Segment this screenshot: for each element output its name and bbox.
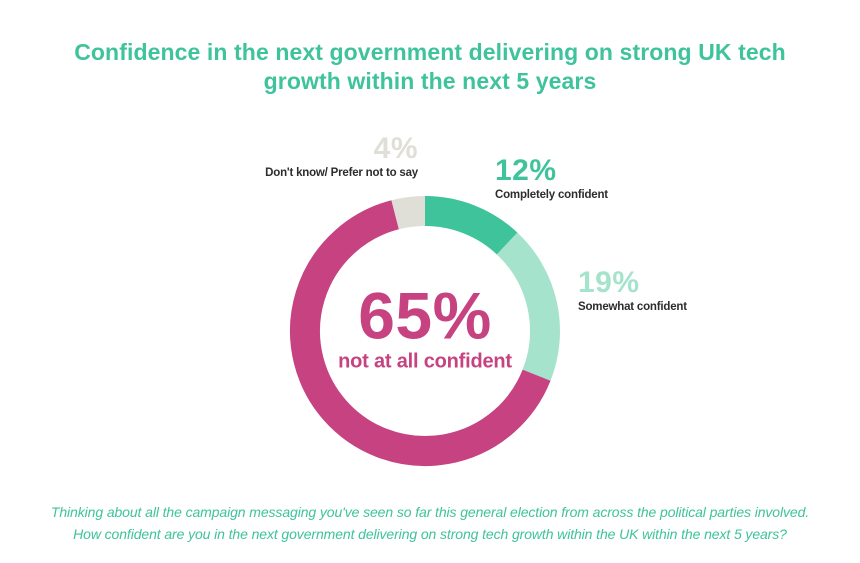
chart-title-line-1: Confidence in the next government delive…	[74, 39, 786, 65]
chart-title-line-2: growth within the next 5 years	[263, 68, 597, 94]
somewhat-confident-percent: 19%	[578, 266, 640, 299]
survey-question-line-2: How confident are you in the next govern…	[73, 526, 787, 542]
donut-segment-not-at-all-confident	[290, 200, 551, 466]
label-somewhat-confident: 19% Somewhat confident	[578, 266, 687, 314]
donut-segment-don-t-know-prefer-not-to-say	[391, 196, 426, 230]
dont-know-percent: 4%	[373, 132, 418, 165]
label-not-at-all-confident: 65% not at all confident	[338, 278, 512, 374]
not-at-all-confident-percent: 65%	[358, 278, 492, 353]
completely-confident-percent: 12%	[495, 154, 557, 187]
donut-segment-somewhat-confident	[496, 232, 560, 381]
label-dont-know: 4% Don't know/ Prefer not to say	[265, 132, 418, 180]
dont-know-category: Don't know/ Prefer not to say	[265, 167, 418, 179]
label-completely-confident: 12% Completely confident	[495, 154, 608, 202]
survey-question-line-1: Thinking about all the campaign messagin…	[50, 504, 810, 520]
survey-question: Thinking about all the campaign messagin…	[0, 501, 860, 545]
donut-segment-completely-confident	[424, 196, 518, 255]
somewhat-confident-category: Somewhat confident	[578, 301, 687, 313]
not-at-all-confident-category: not at all confident	[338, 350, 512, 373]
chart-title: Confidence in the next government delive…	[0, 38, 860, 96]
donut-ring	[290, 196, 560, 466]
completely-confident-category: Completely confident	[495, 189, 608, 201]
